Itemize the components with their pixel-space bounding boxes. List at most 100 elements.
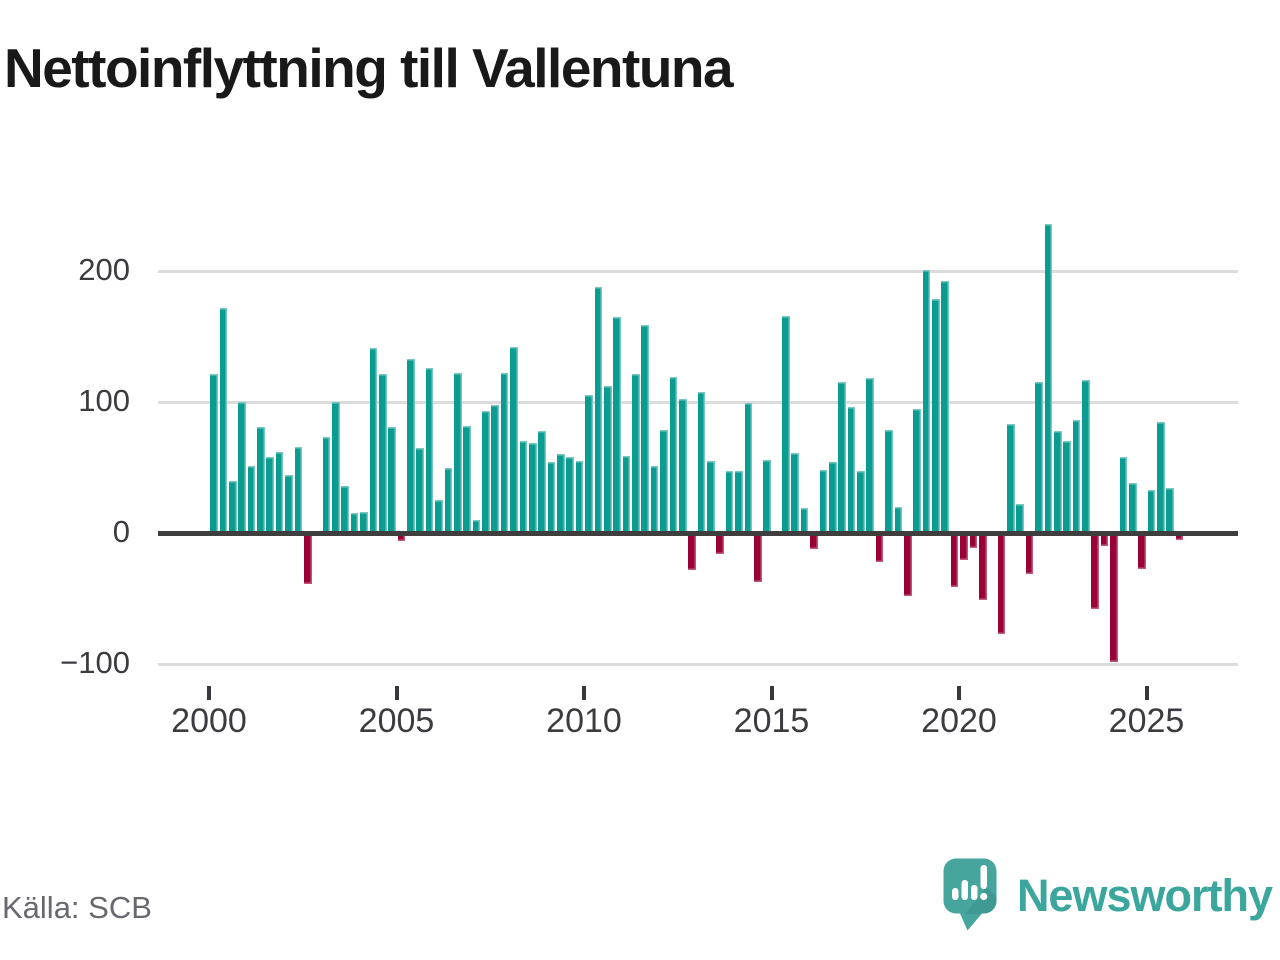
bar-2004-q3 bbox=[378, 374, 387, 533]
bar-2021-q1 bbox=[997, 536, 1006, 635]
x-axis-label-2025: 2025 bbox=[1108, 702, 1185, 740]
bar-2020-q3 bbox=[978, 536, 987, 601]
bar-2020-q1 bbox=[960, 536, 968, 560]
bar-2006-q3 bbox=[453, 373, 462, 533]
bar-2023-q3 bbox=[1091, 536, 1100, 610]
bar-2022-q1 bbox=[1035, 382, 1043, 533]
bar-2018-q2 bbox=[894, 506, 903, 533]
bar-2003-q3 bbox=[341, 485, 350, 533]
bar-2009-q4 bbox=[575, 460, 584, 533]
bar-2003-q1 bbox=[322, 437, 331, 533]
bar-2024-q1 bbox=[1110, 536, 1118, 662]
x-axis-label-2010: 2010 bbox=[546, 702, 622, 740]
bar-2016-q4 bbox=[838, 382, 846, 533]
bar-2003-q4 bbox=[350, 513, 359, 533]
bar-2014-q4 bbox=[763, 459, 771, 533]
bar-2010-q3 bbox=[603, 386, 612, 533]
bar-2011-q1 bbox=[622, 455, 631, 533]
bar-2015-q2 bbox=[782, 315, 790, 533]
bar-2019-q3 bbox=[941, 281, 950, 533]
bar-2002-q3 bbox=[303, 536, 312, 585]
bar-2016-q2 bbox=[819, 470, 828, 533]
bar-2022-q3 bbox=[1053, 430, 1062, 533]
bar-2018-q4 bbox=[913, 408, 921, 533]
source-caption: Källa: SCB bbox=[2, 890, 152, 925]
bar-2005-q4 bbox=[425, 367, 434, 533]
gridline-200 bbox=[158, 269, 1238, 273]
bar-2001-q1 bbox=[247, 466, 256, 533]
bar-2024-q2 bbox=[1119, 457, 1128, 533]
y-axis-label-0: 0 bbox=[112, 513, 130, 549]
bar-2000-q1 bbox=[210, 374, 218, 533]
bar-2013-q1 bbox=[697, 391, 706, 533]
bar-2006-q1 bbox=[435, 500, 443, 533]
bar-2012-q1 bbox=[660, 429, 668, 533]
x-axis-tick-2025 bbox=[1144, 686, 1149, 700]
bar-2010-q2 bbox=[594, 286, 603, 533]
bar-2006-q2 bbox=[444, 467, 453, 533]
bar-2000-q2 bbox=[219, 307, 228, 533]
bar-2004-q4 bbox=[388, 426, 396, 533]
bar-2019-q1 bbox=[922, 269, 931, 533]
bar-2001-q3 bbox=[266, 457, 275, 533]
y-axis-label--100: −100 bbox=[60, 644, 130, 680]
bar-2022-q2 bbox=[1044, 223, 1053, 533]
x-axis-tick-2015 bbox=[769, 686, 774, 700]
bar-2022-q4 bbox=[1063, 441, 1071, 533]
bar-2007-q1 bbox=[472, 519, 481, 533]
bar-2005-q3 bbox=[416, 447, 425, 533]
bar-2021-q3 bbox=[1016, 504, 1025, 533]
bar-2008-q2 bbox=[519, 441, 528, 533]
bar-2007-q4 bbox=[500, 373, 509, 533]
bar-2001-q4 bbox=[275, 451, 284, 533]
x-axis-tick-2000 bbox=[207, 686, 211, 700]
bar-2004-q2 bbox=[369, 348, 378, 533]
bar-2009-q2 bbox=[557, 454, 565, 533]
y-axis-label-100: 100 bbox=[78, 382, 130, 418]
bar-2012-q2 bbox=[669, 377, 678, 533]
bar-2002-q2 bbox=[294, 446, 303, 533]
bar-2017-q3 bbox=[866, 378, 875, 533]
bar-2025-q3 bbox=[1166, 488, 1175, 533]
bar-2007-q2 bbox=[482, 411, 490, 533]
x-axis-tick-2020 bbox=[957, 686, 961, 700]
x-axis-tick-2005 bbox=[394, 686, 399, 700]
x-axis-tick-2010 bbox=[582, 686, 586, 700]
bar-2021-q4 bbox=[1025, 536, 1034, 574]
bar-2023-q2 bbox=[1082, 379, 1090, 533]
bar-2000-q3 bbox=[228, 480, 237, 533]
zero-axis-line bbox=[158, 531, 1238, 536]
bar-2015-q3 bbox=[791, 453, 800, 533]
bar-2016-q1 bbox=[810, 536, 818, 550]
bar-2008-q3 bbox=[528, 442, 537, 533]
bar-2000-q4 bbox=[238, 402, 246, 533]
bar-2006-q4 bbox=[463, 425, 471, 533]
newsworthy-branding: Newsworthy bbox=[943, 858, 1273, 934]
bar-2014-q1 bbox=[735, 471, 743, 533]
x-axis-label-2005: 2005 bbox=[358, 702, 435, 740]
bar-2005-q2 bbox=[407, 358, 415, 533]
bar-2014-q3 bbox=[753, 536, 762, 582]
bar-2021-q2 bbox=[1007, 424, 1015, 533]
logo-chart-marks bbox=[951, 865, 988, 901]
bar-2024-q3 bbox=[1128, 483, 1137, 533]
bar-2023-q1 bbox=[1072, 420, 1081, 533]
bar-2005-q1 bbox=[397, 536, 406, 542]
bar-2017-q1 bbox=[847, 407, 856, 533]
x-axis-label-2015: 2015 bbox=[733, 702, 810, 740]
bar-2004-q1 bbox=[360, 512, 368, 533]
bar-2017-q2 bbox=[857, 471, 865, 533]
bar-2008-q1 bbox=[510, 346, 518, 533]
bar-2015-q4 bbox=[800, 508, 809, 533]
bar-2010-q4 bbox=[613, 316, 621, 533]
bar-2017-q4 bbox=[875, 536, 884, 563]
bar-2016-q3 bbox=[828, 462, 837, 533]
x-axis-label-2000: 2000 bbox=[171, 702, 247, 740]
bar-2020-q2 bbox=[969, 536, 978, 548]
bar-2013-q4 bbox=[725, 471, 734, 533]
bar-2011-q2 bbox=[632, 374, 640, 533]
bar-2001-q2 bbox=[257, 426, 265, 533]
bar-2023-q4 bbox=[1100, 536, 1109, 547]
bar-2025-q1 bbox=[1147, 489, 1156, 533]
newsworthy-logotype: Newsworthy bbox=[1016, 870, 1273, 921]
